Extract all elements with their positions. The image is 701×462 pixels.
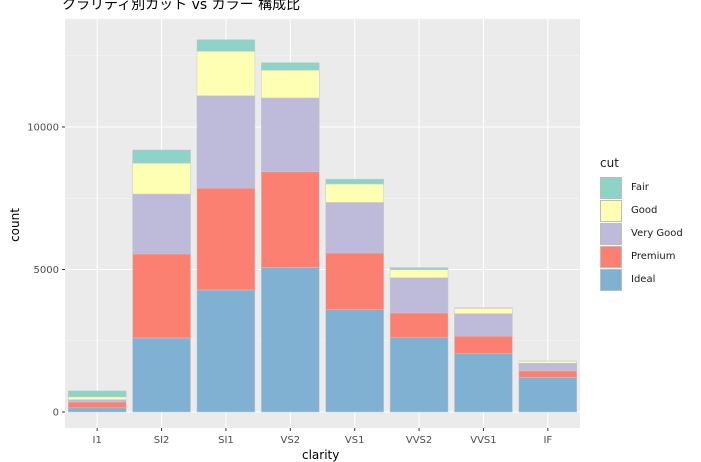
legend-item-good: Good [600, 199, 683, 222]
y-tick-label: 5000 [34, 265, 59, 276]
bar-segment-fair [67, 390, 127, 398]
legend-swatch [600, 245, 622, 268]
legend-item-ideal: Ideal [600, 268, 683, 291]
bar-segment-ideal [67, 407, 127, 413]
x-tick-label: VS2 [281, 435, 301, 446]
x-tick-label: I1 [93, 435, 102, 446]
legend-label: Ideal [631, 274, 656, 285]
bar-segment-good [261, 69, 320, 99]
x-tick-label: IF [543, 435, 552, 446]
bar-segment-premium [261, 171, 320, 268]
bar-segment-good [325, 183, 384, 203]
bar-segment-premium [67, 401, 127, 409]
legend-label: Good [631, 205, 658, 216]
legend-swatch [600, 199, 622, 222]
bar-segment-fair [132, 149, 191, 164]
bar-segment-ideal [389, 337, 449, 413]
x-tick-label: VVS1 [470, 435, 496, 446]
bar-segment-premium [518, 370, 578, 378]
legend: cut Fair Good Very Good Premium Ideal [600, 156, 683, 291]
bar-segment-very-good [132, 193, 191, 255]
bar-segment-very-good [389, 277, 449, 314]
bar-segment-ideal [196, 289, 256, 413]
bar-segment-fair [389, 267, 449, 270]
bar-segment-premium [196, 187, 256, 291]
bar-segment-premium [132, 253, 191, 339]
bar-segment-premium [325, 252, 384, 310]
x-tick-label: VS1 [345, 435, 365, 446]
bar-segment-good [196, 51, 256, 96]
bar-segment-ideal [325, 309, 384, 413]
legend-item-premium: Premium [600, 245, 683, 268]
legend-label: Very Good [631, 228, 683, 239]
bar-segment-ideal [518, 377, 578, 413]
bar-segment-good [389, 269, 449, 278]
bar-segment-very-good [325, 202, 384, 254]
bar-segment-good [454, 308, 513, 314]
x-tick-label: VVS2 [406, 435, 432, 446]
y-tick-label: 10000 [27, 123, 59, 134]
x-tick-label: SI2 [154, 435, 170, 446]
chart-title: クラリティ別カット vs カラー 構成比 [62, 0, 301, 13]
y-tick-label: 0 [53, 408, 59, 419]
legend-title: cut [600, 156, 619, 170]
legend-label: Fair [631, 182, 649, 193]
legend-swatch [600, 176, 622, 199]
bar-segment-good [132, 163, 191, 195]
bar-segment-fair [196, 39, 256, 52]
bar-segment-good [67, 396, 127, 400]
bar-segment-very-good [261, 97, 320, 173]
bar-segment-ideal [261, 267, 320, 413]
bar-segment-ideal [454, 353, 513, 413]
bar-segment-very-good [454, 313, 513, 337]
legend-swatch [600, 222, 622, 245]
bar-segment-very-good [196, 95, 256, 189]
bar-segment-premium [454, 335, 513, 354]
bar-segment-fair [261, 62, 320, 71]
bar-segment-premium [389, 312, 449, 338]
x-tick-label: SI1 [218, 435, 234, 446]
y-axis-title: count [7, 208, 22, 242]
bar-segment-fair [325, 178, 384, 185]
legend-label: Premium [631, 251, 676, 262]
bar-segment-good [518, 360, 578, 364]
bar-segment-very-good [67, 399, 127, 403]
legend-swatch [600, 268, 622, 291]
bar-segment-very-good [518, 363, 578, 372]
legend-item-very-good: Very Good [600, 222, 683, 245]
x-axis-title: clarity [302, 448, 340, 462]
bar-segment-ideal [132, 337, 191, 413]
legend-item-fair: Fair [600, 176, 683, 199]
